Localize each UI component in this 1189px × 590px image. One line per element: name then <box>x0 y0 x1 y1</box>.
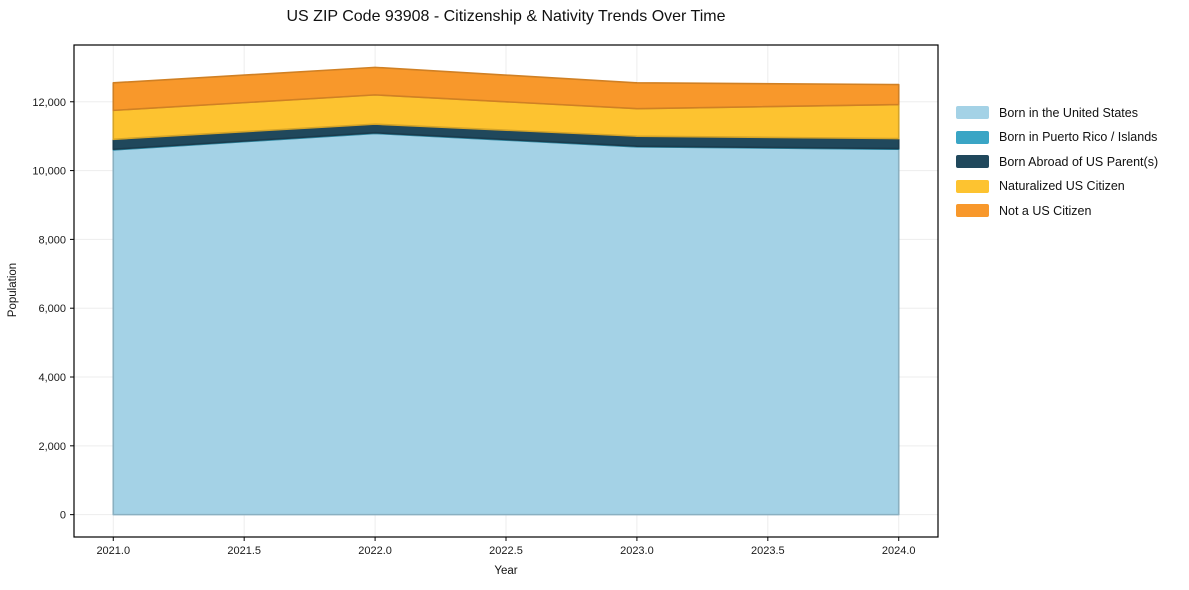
legend-label: Born in the United States <box>999 105 1138 120</box>
area-born-in-the-united-states <box>112 132 900 516</box>
legend-item-born-abroad-of-us-parent-s: Born Abroad of US Parent(s) <box>956 155 1158 169</box>
y-tick-label: 2,000 <box>38 441 66 453</box>
y-tick-label: 0 <box>60 510 66 522</box>
legend-swatch-icon <box>956 130 989 144</box>
legend-label: Born Abroad of US Parent(s) <box>999 154 1159 169</box>
x-tick-label: 2021.0 <box>96 545 130 557</box>
area-not-a-us-citizen <box>112 66 900 112</box>
legend-swatch-icon <box>956 204 989 218</box>
y-tick-label: 6,000 <box>38 303 66 315</box>
x-tick-label: 2023.5 <box>751 545 785 557</box>
legend-swatch-icon <box>956 106 989 120</box>
x-tick-label: 2021.5 <box>227 545 261 557</box>
x-tick-label: 2022.5 <box>489 545 523 557</box>
y-tick-label: 4,000 <box>38 372 66 384</box>
y-tick-label: 10,000 <box>32 166 66 178</box>
legend-label: Born in Puerto Rico / Islands <box>999 130 1158 144</box>
x-tick-label: 2023.0 <box>620 545 654 557</box>
legend: Born in the United States Born in Puerto … <box>956 106 1159 218</box>
legend-item-born-in-the-united-states: Born in the United States <box>956 106 1158 120</box>
y-tick-label: 12,000 <box>32 97 66 109</box>
chart-title: US ZIP Code 93908 - Citizenship & Nativi… <box>286 8 726 25</box>
legend-label: Naturalized US Citizen <box>999 179 1125 193</box>
x-tick-label: 2024.0 <box>882 545 916 557</box>
legend-item-naturalized-us-citizen: Naturalized US Citizen <box>956 179 1158 194</box>
stacked-areas <box>112 66 900 516</box>
legend-swatch-icon <box>956 179 989 193</box>
x-axis-label: Year <box>494 565 518 577</box>
y-tick-label: 8,000 <box>38 234 66 246</box>
axis-ticks: 2021.0 2021.5 2022.0 2022.5 2023.0 2023.5 2024… <box>32 97 915 557</box>
legend-label: Not a US Citizen <box>999 203 1092 218</box>
legend-swatch-icon <box>956 155 989 169</box>
legend-item-not-a-us-citizen: Not a US Citizen <box>956 204 1158 218</box>
x-tick-label: 2022.0 <box>358 545 392 557</box>
legend-item-born-in-puerto-rico-islands: Born in Puerto Rico / Islands <box>956 130 1158 145</box>
